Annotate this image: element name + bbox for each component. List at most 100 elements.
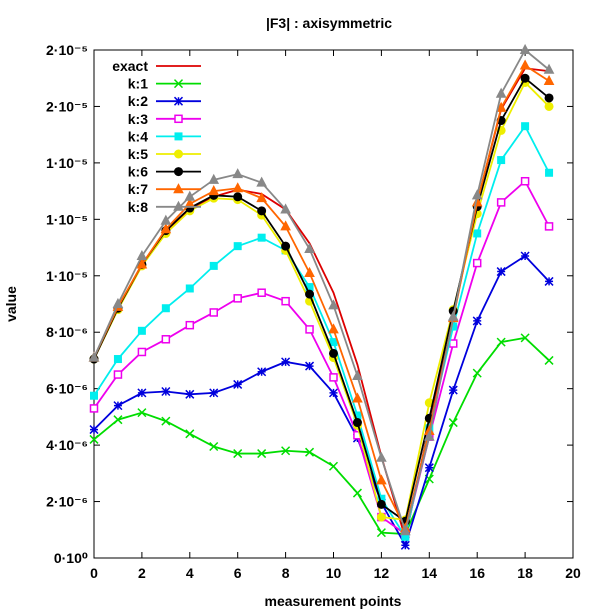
- data-point: [328, 461, 339, 471]
- data-point: [233, 449, 243, 459]
- data-point: [423, 430, 435, 441]
- data-point: [473, 229, 482, 238]
- series-k7: [88, 59, 555, 533]
- series-line: [93, 64, 550, 531]
- data-point: [137, 388, 147, 398]
- series-k2: [89, 251, 554, 550]
- data-point: [88, 351, 100, 362]
- data-point: [400, 525, 411, 536]
- data-point: [305, 289, 315, 299]
- legend-label: k:3: [128, 111, 148, 127]
- data-point: [519, 59, 531, 70]
- data-point: [328, 299, 339, 310]
- data-point: [113, 415, 123, 425]
- x-tick-label: 20: [565, 565, 581, 581]
- data-point: [472, 368, 482, 378]
- x-tick-label: 8: [282, 565, 290, 581]
- data-point: [545, 168, 554, 177]
- y-tick-label: 2·10⁻⁵: [46, 98, 88, 114]
- y-axis-label: value: [3, 286, 19, 322]
- data-point: [424, 463, 434, 473]
- data-point: [257, 288, 266, 297]
- data-point: [209, 261, 218, 270]
- data-point: [90, 391, 98, 400]
- legend-label: k:2: [128, 93, 148, 109]
- data-point: [209, 308, 218, 317]
- x-axis-label: measurement points: [265, 593, 402, 609]
- data-point: [281, 296, 290, 306]
- x-tick-label: 10: [326, 565, 342, 581]
- data-point: [233, 379, 243, 389]
- data-point: [160, 214, 172, 225]
- data-point: [113, 401, 123, 411]
- data-point: [520, 176, 530, 186]
- data-point: [233, 242, 242, 251]
- data-point: [497, 156, 506, 165]
- data-point: [161, 416, 171, 426]
- data-point: [233, 192, 243, 202]
- data-point: [136, 249, 148, 261]
- data-point: [471, 189, 483, 200]
- legend-label: k:1: [128, 76, 148, 92]
- legend-label: k:6: [128, 164, 148, 180]
- data-point: [376, 451, 387, 462]
- data-point: [449, 339, 458, 348]
- data-point: [185, 284, 194, 293]
- data-point: [376, 512, 386, 522]
- data-point: [376, 474, 387, 485]
- data-point: [257, 367, 267, 377]
- data-point: [544, 93, 554, 103]
- data-point: [256, 176, 267, 187]
- data-point: [496, 267, 506, 277]
- data-point: [496, 337, 506, 347]
- data-point: [137, 347, 147, 357]
- data-point: [185, 389, 195, 399]
- legend-label: k:5: [128, 146, 148, 162]
- data-point: [352, 392, 363, 403]
- data-point: [137, 408, 147, 418]
- data-point: [305, 447, 315, 457]
- y-tick-label: 8·10⁻⁶: [46, 324, 88, 340]
- data-point: [257, 449, 267, 459]
- data-point: [257, 233, 266, 242]
- legend-item: k:7: [128, 181, 201, 197]
- data-point: [280, 220, 291, 231]
- legend-label: k:4: [128, 128, 148, 144]
- x-tick-label: 4: [186, 565, 194, 581]
- data-point: [329, 348, 338, 358]
- data-point: [281, 357, 291, 367]
- y-tick-label: 6·10⁻⁶: [46, 381, 88, 397]
- data-point: [112, 297, 124, 308]
- data-point: [281, 446, 291, 456]
- data-point: [519, 43, 531, 54]
- legend-item: k:1: [128, 76, 201, 92]
- chart-title: |F3| : axisymmetric: [266, 15, 392, 31]
- data-point: [543, 74, 555, 86]
- data-point: [495, 87, 507, 98]
- data-point: [113, 370, 123, 379]
- data-point: [329, 338, 338, 347]
- series-k8: [88, 43, 555, 536]
- data-point: [136, 258, 148, 269]
- data-point: [472, 316, 482, 326]
- data-point: [280, 203, 291, 214]
- data-point: [520, 73, 530, 83]
- data-point: [329, 373, 338, 382]
- data-point: [448, 418, 458, 428]
- data-point: [185, 320, 195, 330]
- data-point: [544, 355, 554, 365]
- data-point: [305, 325, 314, 334]
- data-point: [185, 429, 195, 439]
- data-point: [89, 425, 99, 435]
- data-point: [160, 223, 172, 234]
- legend-label: k:8: [128, 199, 148, 215]
- series-line: [93, 48, 550, 535]
- data-point: [376, 499, 386, 509]
- data-point: [89, 404, 99, 413]
- data-point: [305, 361, 315, 371]
- legend-marker: [174, 132, 183, 141]
- y-tick-label: 1·10⁻⁵: [46, 268, 88, 284]
- legend-item: k:5: [128, 146, 201, 162]
- data-point: [304, 266, 315, 277]
